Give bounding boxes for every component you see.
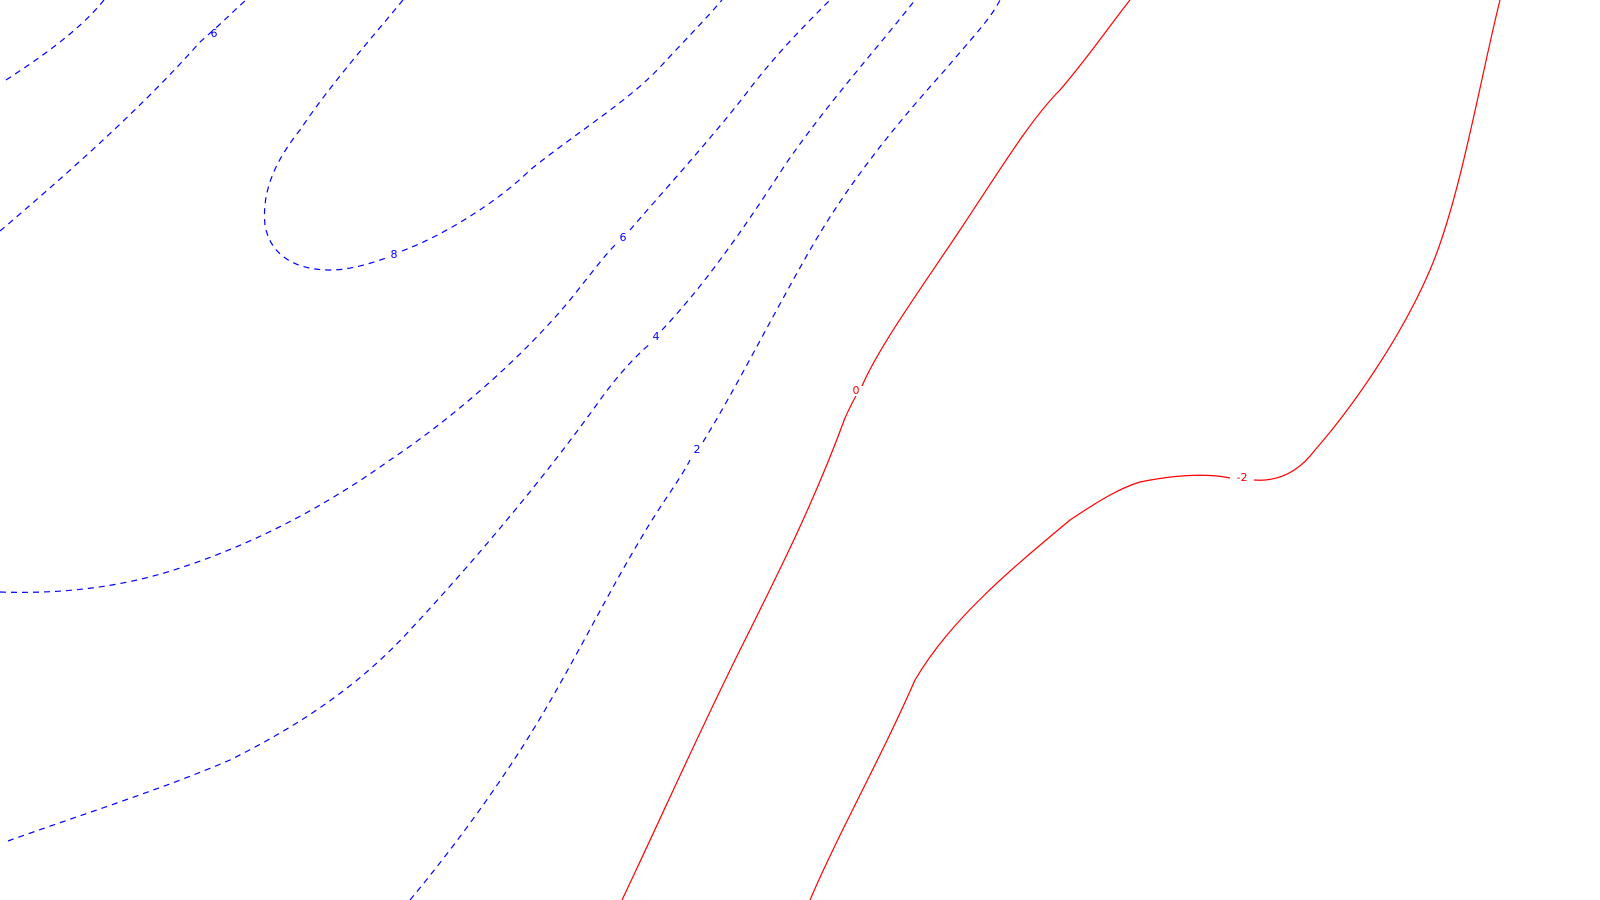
contour-line-fragment-top-left <box>5 0 105 81</box>
contour-line-minus-2 <box>809 0 1501 900</box>
contour-line-4 <box>7 0 916 842</box>
contour-label-0: 0 <box>853 384 860 397</box>
contour-label-4: 4 <box>653 330 660 343</box>
contour-label-peak-8: 8 <box>391 248 398 261</box>
contour-label-inner-6: 6 <box>620 231 627 244</box>
contour-label-outer-6: 6 <box>211 27 218 40</box>
contour-line-0 <box>621 0 1131 900</box>
contour-line-outer-6 <box>0 0 247 232</box>
contour-label-minus-2: -2 <box>1237 471 1248 484</box>
contour-line-inner-6 <box>0 0 831 593</box>
contour-label-2: 2 <box>694 443 701 456</box>
contour-line-peak-8 <box>263 0 723 271</box>
contour-line-2 <box>409 0 1001 900</box>
